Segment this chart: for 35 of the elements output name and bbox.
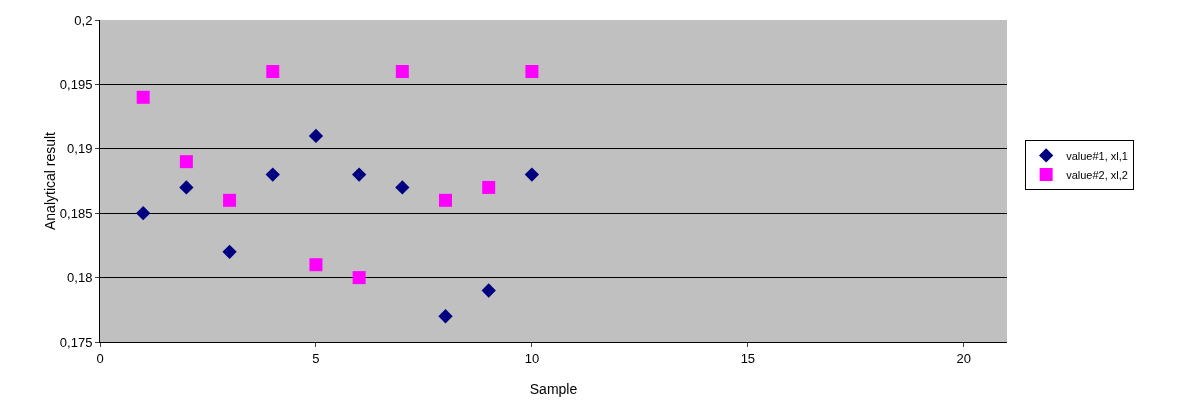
point: [482, 180, 496, 194]
x-tick-label: 10: [524, 350, 540, 366]
point: [438, 309, 453, 324]
y-tick-label: 0,18: [67, 270, 93, 286]
point: [439, 193, 453, 207]
legend-label: value#1, xl,1: [1066, 149, 1128, 162]
point: [524, 167, 540, 182]
y-tick-label: 0,19: [67, 141, 93, 157]
x-tick-label: 5: [312, 350, 320, 366]
x-tick-label: 15: [740, 350, 756, 366]
y-axis-title: Analytical result: [41, 131, 58, 231]
point: [525, 65, 539, 79]
y-tick-label: 0,195: [59, 76, 93, 92]
y-tick-label: 0,185: [59, 205, 93, 221]
x-tick-label: 20: [956, 350, 972, 366]
point: [179, 155, 193, 169]
point: [223, 193, 237, 207]
x-axis-title: Sample: [529, 381, 578, 397]
point: [266, 65, 280, 79]
point: [265, 167, 280, 182]
point: [481, 283, 496, 298]
y-tick-label: 0,175: [59, 334, 93, 350]
point: [351, 167, 367, 182]
point: [136, 206, 151, 221]
y-tick-label: 0,2: [74, 12, 93, 28]
point: [352, 271, 366, 285]
point: [222, 244, 237, 259]
point: [179, 180, 194, 195]
point: [309, 258, 323, 272]
point: [308, 128, 324, 144]
point: [395, 180, 410, 195]
point: [395, 65, 409, 79]
point: [136, 90, 150, 104]
x-tick-label: 0: [96, 350, 104, 366]
legend-label: value#2, xl,2: [1066, 168, 1128, 181]
